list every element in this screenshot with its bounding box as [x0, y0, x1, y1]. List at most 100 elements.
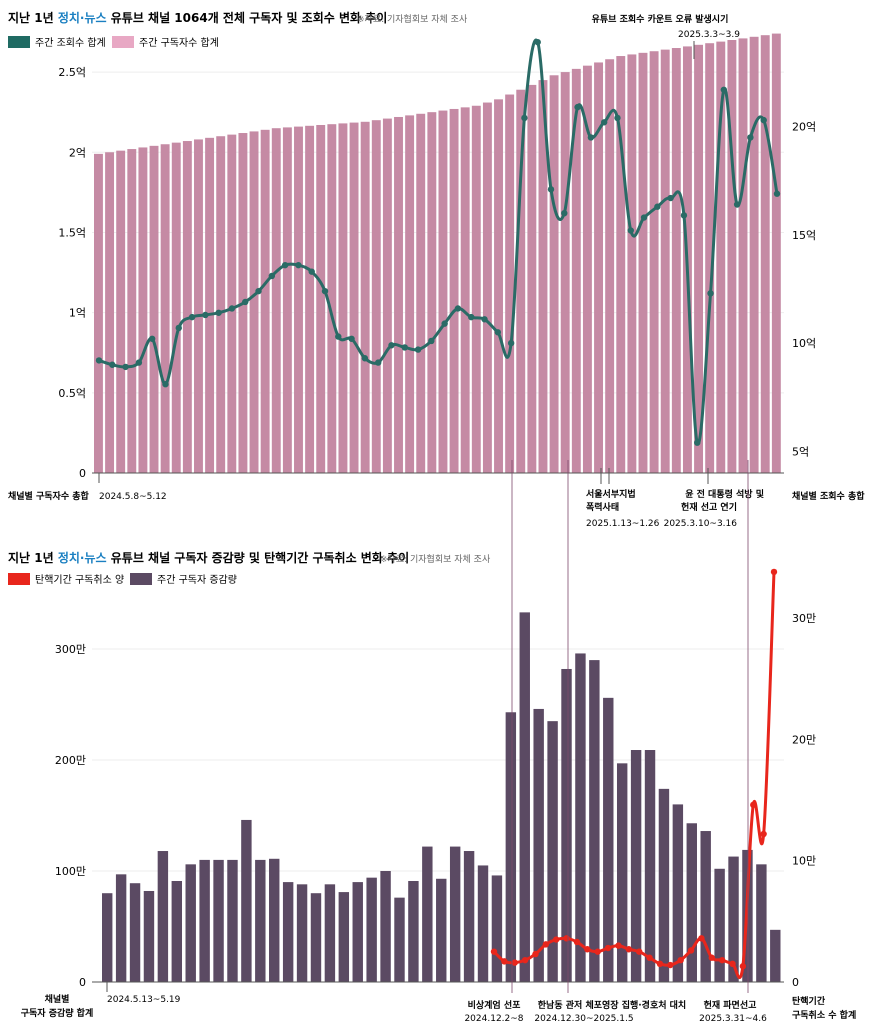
chart2-change-bar — [644, 750, 656, 982]
chart1-annot-riot-label-1: 서울서부지법 — [586, 488, 636, 500]
chart1-right-axis-label: 채널별 조회수 총합 — [792, 490, 865, 502]
chart2-cancellation-point — [750, 801, 757, 809]
chart2-change-bar — [366, 877, 377, 982]
chart1-subscriber-bar — [394, 116, 403, 473]
chart1-subscriber-bar — [371, 120, 381, 474]
chart2-cancellation-point — [594, 948, 601, 955]
chart1-views-point — [308, 268, 315, 275]
chart1-views-point — [441, 320, 448, 327]
chart1-views-point — [242, 298, 249, 306]
chart1-subscriber-bar — [449, 108, 459, 473]
chart1-subscriber-bar — [127, 149, 137, 473]
chart2-change-bar — [241, 819, 252, 982]
chart1-left-tick-label: 0.5억 — [58, 387, 86, 400]
chart1-subscriber-bar — [627, 54, 637, 473]
annot-arrest-warrant-label: 한남동 관저 체포영장 집행·경호처 대치 — [538, 999, 686, 1011]
chart1-subscriber-bar — [527, 84, 537, 474]
chart1-left-tick-label: 1억 — [69, 307, 86, 320]
chart2-cancellation-point — [615, 942, 622, 949]
chart1-views-point — [547, 186, 555, 193]
chart1-annot-release-label-2: 헌재 선고 연기 — [681, 501, 737, 513]
chart1-right-tick-label: 20억 — [792, 121, 816, 134]
chart2-left-tick-label: 300만 — [55, 643, 86, 656]
chart1-annot-release-label-1: 윤 전 대통령 석방 및 — [685, 488, 764, 500]
chart1-subscriber-bar — [494, 99, 503, 473]
chart1-source: ※자료: 기자협회보 자체 조사 — [357, 13, 468, 25]
chart1-subscriber-bar — [349, 122, 359, 473]
chart2-change-bar — [352, 882, 363, 982]
chart1-views-point — [481, 316, 488, 323]
chart2-change-bar — [714, 868, 725, 982]
chart2-legend-change-swatch — [130, 573, 152, 585]
chart1-annot-error-label: 유튜브 조회수 카운트 오류 발생시기 — [592, 13, 729, 25]
chart1-subscriber-bar — [171, 142, 181, 474]
chart1-annot-release-date: 2025.3.10~3.16 — [664, 519, 738, 529]
chart1-subscriber-bar — [271, 128, 281, 473]
chart2-legend-cancel-label: 탄핵기간 구독취소 양 — [35, 574, 124, 586]
chart1-views-point — [534, 38, 541, 46]
chart1-views-point — [694, 439, 701, 446]
chart1-views-point — [401, 344, 408, 351]
chart2-change-bar — [589, 660, 600, 982]
chart1-views-point — [348, 335, 355, 342]
chart2-change-bar — [269, 858, 280, 982]
chart1-annot-riot-date: 2025.1.13~1.26 — [586, 519, 660, 529]
chart1-subscriber-bar — [305, 125, 315, 473]
chart2-cancellation-point — [573, 938, 581, 946]
chart1-left-axis-label: 채널별 구독자수 총합 — [8, 490, 90, 502]
chart2-change-bar — [658, 788, 670, 982]
chart2-change-bar — [338, 892, 350, 982]
chart1-views-point — [228, 305, 236, 312]
chart1-views-point — [95, 357, 103, 364]
chart1-views-point — [654, 203, 661, 210]
chart2-change-bar — [728, 856, 739, 982]
chart1-views-point — [268, 272, 276, 280]
chart2-right-tick-label: 30만 — [792, 612, 816, 625]
chart1-views-point — [747, 134, 754, 141]
chart2-change-bar — [115, 874, 127, 982]
chart2-change-bar — [603, 697, 614, 982]
chart1-left-tick-label: 2억 — [69, 146, 86, 159]
chart2-change-bar — [449, 846, 461, 982]
chart2-cancellation-point — [521, 956, 529, 964]
chart1-subscriber-bar — [160, 144, 170, 474]
chart2-cancellation-point — [553, 936, 560, 943]
chart1-views-point — [733, 201, 741, 208]
chart2-change-bar — [185, 864, 196, 982]
chart2-change-bar — [102, 893, 113, 982]
chart2-cancellation-point — [656, 960, 664, 967]
chart2-change-bar — [505, 712, 517, 982]
annot-arrest-warrant-date: 2024.12.30~2025.1.5 — [534, 1014, 633, 1024]
chart1-views-point — [148, 335, 156, 342]
chart1-subscriber-bar — [649, 51, 659, 474]
chart1-views-point — [109, 361, 116, 368]
chart2-first-week-label: 2024.5.13~5.19 — [107, 995, 181, 1005]
chart1-subscriber-bar — [771, 33, 781, 474]
chart2-change-bar — [575, 653, 586, 982]
chart1-legend-subs-label: 주간 구독자수 합계 — [139, 37, 219, 49]
chart2-left-axis-label-1: 채널별 — [45, 993, 70, 1005]
chart1-subscriber-bar — [605, 59, 615, 473]
chart1-views-point — [561, 210, 568, 217]
chart1-views-point — [707, 290, 714, 297]
chart1-subscriber-bar — [594, 62, 603, 474]
chart1-views-point — [122, 363, 129, 371]
chart1-subscriber-bar — [616, 56, 626, 473]
chart1-views-point — [335, 333, 342, 340]
chart2-legend-change-label: 주간 구독자 증감량 — [157, 574, 237, 586]
chart1-subscriber-bar — [694, 44, 704, 474]
chart1-title: 지난 1년 정치·뉴스 유튜브 채널 1064개 전체 구독자 및 조회수 변화… — [8, 10, 387, 25]
chart2-cancellation-point — [677, 956, 684, 964]
chart1-subscriber-bar — [460, 107, 470, 473]
chart2-change-bar — [422, 846, 433, 982]
chart1-annot-error-date: 2025.3.3~3.9 — [678, 30, 740, 40]
chart1-views-point — [295, 261, 302, 269]
chart1-subscriber-bar — [338, 123, 348, 474]
annot-impeachment-label: 헌재 파면선고 — [704, 999, 757, 1011]
chart1-subscriber-bar — [405, 115, 415, 473]
chart2-change-bar — [630, 750, 642, 982]
chart1-legend-views-swatch — [8, 36, 30, 48]
chart2-cancellation-point — [542, 941, 550, 948]
chart2-cancellation-point — [490, 948, 498, 955]
chart1-subscriber-bar — [760, 35, 770, 473]
